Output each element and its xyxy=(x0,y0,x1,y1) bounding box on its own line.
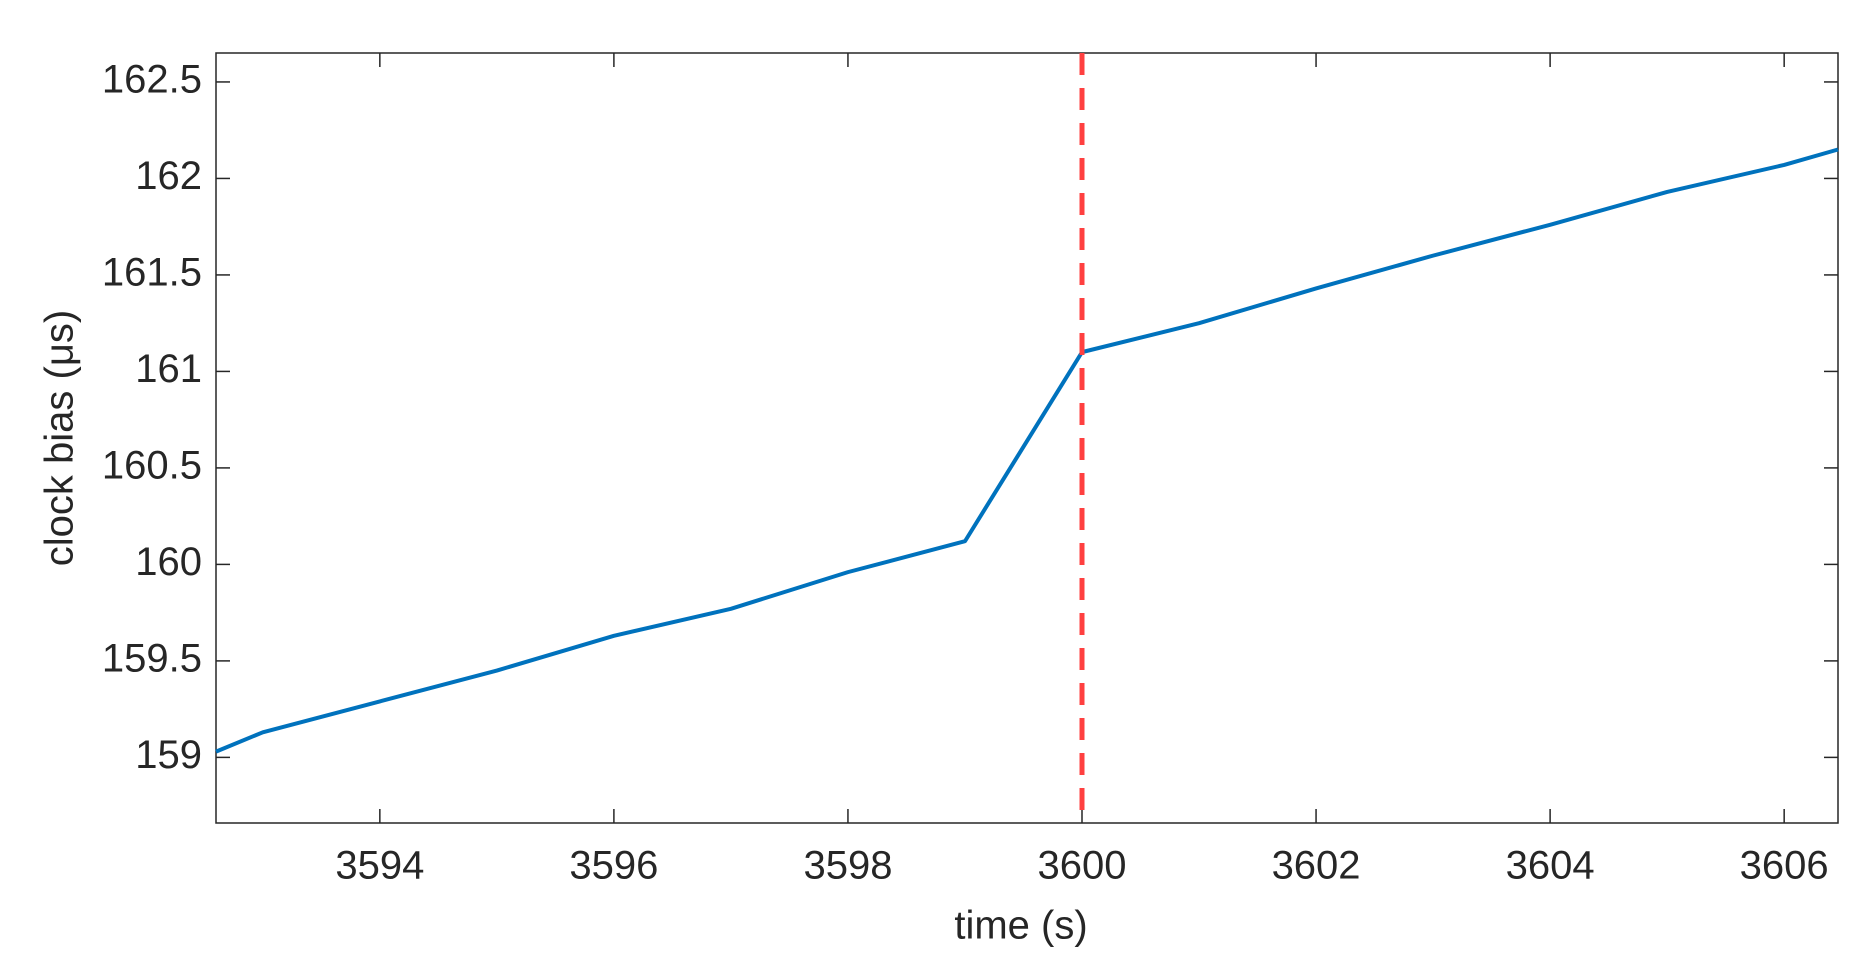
y-tick-label: 159 xyxy=(135,733,202,777)
x-tick-label: 3598 xyxy=(803,844,892,888)
x-tick-label: 3602 xyxy=(1272,844,1361,888)
y-tick-label: 160 xyxy=(135,540,202,584)
x-axis-label: time (s) xyxy=(954,904,1087,948)
y-tick-label: 161 xyxy=(135,347,202,391)
data-line xyxy=(215,147,1839,754)
y-tick-label: 162.5 xyxy=(102,58,202,102)
y-tick-label: 162 xyxy=(135,154,202,198)
x-tick-label: 3594 xyxy=(335,844,424,888)
y-tick-label: 159.5 xyxy=(102,636,202,680)
x-tick-label: 3606 xyxy=(1740,844,1829,888)
y-tick-label: 161.5 xyxy=(102,250,202,294)
y-axis-label: clock bias (μs) xyxy=(38,310,82,566)
x-tick-label: 3604 xyxy=(1506,844,1595,888)
y-tick-label: 160.5 xyxy=(102,443,202,487)
x-tick-label: 3600 xyxy=(1038,844,1127,888)
x-tick-label: 3596 xyxy=(569,844,658,888)
